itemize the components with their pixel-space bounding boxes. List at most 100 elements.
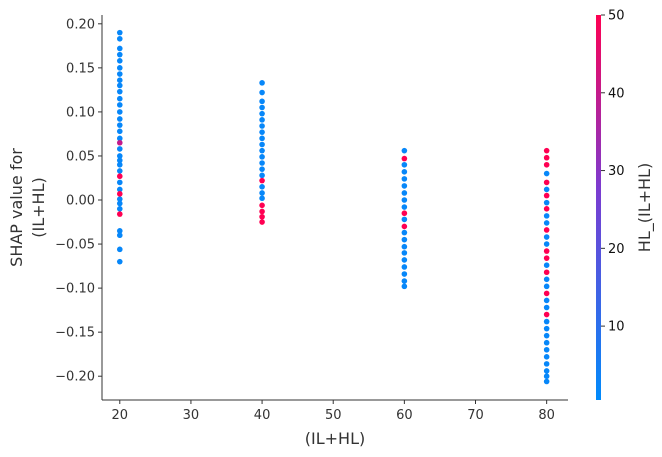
- y-tick-label: 0.05: [66, 149, 95, 164]
- scatter-point: [259, 154, 265, 160]
- scatter-point: [116, 146, 123, 152]
- scatter-point: [401, 223, 408, 230]
- scatter-point: [259, 190, 265, 196]
- scatter-point: [543, 192, 550, 199]
- x-ticks: 20 30 40 50 60 70 80: [112, 400, 555, 423]
- scatter-point: [116, 157, 123, 164]
- scatter-point: [543, 373, 550, 380]
- colorbar: 10 20 30 40 50 HL_(IL+HL): [596, 9, 655, 400]
- scatter-points: [116, 29, 550, 385]
- scatter-point: [543, 170, 550, 177]
- scatter-point: [116, 168, 123, 174]
- scatter-point: [543, 186, 550, 193]
- scatter-point: [401, 283, 408, 290]
- scatter-point: [259, 117, 265, 123]
- colorbar-tick-label: 10: [608, 320, 625, 335]
- scatter-point: [543, 304, 550, 311]
- scatter-point: [401, 216, 408, 223]
- scatter-point: [259, 89, 265, 96]
- scatter-point: [116, 122, 123, 128]
- scatter-point: [401, 257, 408, 263]
- scatter-point: [116, 77, 123, 83]
- scatter-point: [259, 104, 265, 111]
- scatter-point: [543, 269, 550, 276]
- scatter-point: [401, 271, 408, 277]
- scatter-point: [259, 160, 265, 166]
- scatter-point: [401, 169, 408, 175]
- scatter-point: [401, 278, 408, 284]
- scatter-point: [116, 65, 123, 71]
- scatter-point: [401, 190, 408, 196]
- x-tick-label: 20: [112, 408, 129, 423]
- scatter-point: [259, 129, 265, 135]
- x-tick-label: 70: [467, 408, 484, 423]
- scatter-point: [543, 361, 550, 367]
- scatter-point: [401, 204, 408, 210]
- scatter-point: [543, 318, 550, 325]
- scatter-point: [543, 179, 550, 186]
- scatter-point: [543, 378, 550, 385]
- scatter-point: [401, 229, 408, 236]
- x-tick-label: 60: [396, 408, 413, 423]
- scatter-point: [116, 29, 123, 36]
- scatter-point: [116, 228, 123, 234]
- scatter-point: [401, 176, 408, 182]
- scatter-point: [116, 135, 123, 142]
- y-axis-title-line-1: SHAP value for: [7, 148, 26, 267]
- scatter-point: [116, 153, 123, 159]
- scatter-point: [116, 95, 123, 102]
- scatter-point: [116, 35, 123, 42]
- scatter-point: [116, 45, 123, 52]
- scatter-point: [543, 241, 550, 247]
- scatter-point: [543, 199, 550, 206]
- scatter-point: [401, 236, 408, 243]
- colorbar-tick-label: 40: [608, 86, 625, 101]
- scatter-point: [116, 173, 123, 180]
- scatter-point: [401, 250, 408, 256]
- y-ticks: 0.20 0.15 0.10 0.05 0.00 −0.05 −0.10 −0.15 −0.20: [55, 17, 102, 385]
- x-tick-label: 30: [183, 408, 200, 423]
- y-tick-label: 0.15: [66, 61, 95, 76]
- scatter-point: [116, 58, 123, 64]
- scatter-point: [401, 243, 408, 250]
- scatter-point: [259, 98, 265, 105]
- scatter-point: [116, 191, 123, 197]
- scatter-point: [116, 88, 123, 95]
- scatter-point: [116, 109, 123, 115]
- scatter-point: [116, 51, 123, 58]
- scatter-point: [259, 219, 265, 225]
- scatter-point: [543, 248, 550, 254]
- scatter-point: [116, 200, 123, 207]
- scatter-point: [116, 161, 123, 168]
- scatter-point: [116, 116, 123, 122]
- y-tick-label: −0.20: [55, 370, 95, 385]
- scatter-point: [259, 177, 265, 184]
- scatter-point: [543, 161, 550, 168]
- colorbar-gradient: [596, 15, 601, 400]
- y-tick-label: 0.00: [66, 194, 95, 209]
- scatter-point: [543, 206, 550, 212]
- colorbar-tick-label: 30: [608, 164, 625, 179]
- scatter-point: [543, 346, 550, 353]
- colorbar-ticks: 10 20 30 40 50: [601, 9, 625, 335]
- scatter-point: [116, 71, 123, 77]
- y-tick-label: −0.15: [55, 326, 95, 341]
- scatter-point: [116, 211, 123, 217]
- scatter-point: [116, 139, 123, 146]
- scatter-point: [259, 208, 265, 215]
- scatter-point: [259, 123, 265, 129]
- scatter-point: [401, 155, 408, 162]
- scatter-point: [401, 210, 408, 217]
- scatter-point: [116, 179, 123, 186]
- scatter-point: [116, 82, 123, 89]
- scatter-point: [116, 246, 123, 253]
- scatter-point: [401, 147, 408, 154]
- scatter-point: [543, 276, 550, 283]
- colorbar-tick-label: 50: [608, 9, 625, 24]
- axes: [101, 15, 568, 401]
- scatter-point: [116, 186, 123, 193]
- scatter-point: [259, 172, 265, 179]
- x-tick-label: 80: [538, 408, 555, 423]
- scatter-point: [116, 206, 123, 212]
